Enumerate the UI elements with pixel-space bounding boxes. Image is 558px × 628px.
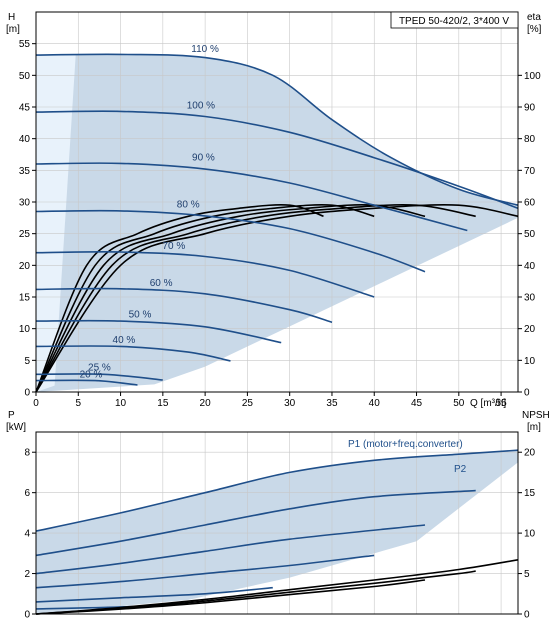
ytick-label: 2	[24, 569, 30, 580]
head-label-100: 100 %	[187, 101, 215, 112]
head-label-25: 25 %	[88, 363, 111, 374]
ytick-label: 10	[19, 324, 31, 335]
head-curve-90	[35, 162, 468, 232]
eta-curve-0	[35, 204, 519, 393]
xtick-label: 15	[157, 398, 169, 409]
xtick-label: 25	[242, 398, 254, 409]
power-npsh-panel: 0 2 4 6 8 0 5 10 15 20 P[kW] NPSH[m] P1 (motor+freq.…	[6, 410, 550, 621]
ytick-label: 0	[24, 388, 30, 399]
head-label-70: 70 %	[162, 241, 185, 252]
y2tick-label: 90	[524, 103, 536, 114]
ytick-label: 35	[19, 166, 31, 177]
ytick-label: 6	[24, 488, 30, 499]
y2tick-label: 15	[524, 488, 536, 499]
p1-curve-3	[35, 554, 375, 589]
head-curve-25	[35, 373, 163, 381]
ytick-label: 0	[24, 610, 30, 621]
xtick-label: 45	[411, 398, 423, 409]
head-label-90: 90 %	[192, 152, 215, 163]
xtick-label: 55	[496, 398, 508, 409]
ylabel-unit: [m]	[6, 24, 20, 35]
xtick-label: 35	[326, 398, 338, 409]
head-curve-50	[35, 319, 282, 344]
y2tick-label: 10	[524, 529, 536, 540]
title-box	[390, 11, 519, 29]
y2tick-label: 10	[524, 356, 536, 367]
p1-legend-label: P1 (motor+freq.converter)	[348, 439, 463, 450]
ytick-label: 4	[24, 529, 30, 540]
ylabel-unit: [kW]	[6, 422, 26, 433]
ytick-label: 40	[19, 134, 31, 145]
head-efficiency-panel: 110 %100 %90 %80 %70 %60 %50 %40 %25 %20…	[6, 11, 542, 409]
head-curve-20	[35, 379, 138, 386]
y2tick-label: 30	[524, 293, 536, 304]
eta-curve-3	[35, 204, 375, 393]
power-area	[36, 450, 518, 614]
y2tick-label: 20	[524, 448, 536, 459]
head-label-20: 20 %	[80, 370, 103, 381]
ytick-label: 20	[19, 261, 31, 272]
head-curve-60	[35, 287, 333, 324]
head-curve-110	[35, 53, 519, 206]
y2tick-label: 50	[524, 229, 536, 240]
chart-title: TPED 50-420/2, 3*400 V	[399, 16, 509, 27]
y2label-unit: [%]	[527, 24, 542, 35]
y2tick-label: 70	[524, 166, 536, 177]
y2label-unit: [m]	[527, 422, 541, 433]
y2tick-label: 5	[524, 569, 530, 580]
xtick-label: 10	[115, 398, 127, 409]
ytick-label: 45	[19, 103, 31, 114]
p2-legend-label: P2	[454, 464, 467, 475]
p1-curve-2	[35, 524, 426, 575]
y2label: NPSH	[522, 410, 550, 421]
y2tick-label: 40	[524, 261, 536, 272]
p1-curve-1	[35, 489, 476, 557]
head-label-40: 40 %	[113, 335, 136, 346]
frame-bottom	[35, 431, 519, 615]
y2tick-label: 60	[524, 198, 536, 209]
grid-top	[36, 12, 518, 392]
xtick-label: 20	[200, 398, 212, 409]
ylabel: P	[8, 410, 15, 421]
head-curve-100	[35, 110, 519, 210]
ytick-label: 25	[19, 229, 31, 240]
y2tick-label: 0	[524, 388, 530, 399]
xtick-label: 30	[284, 398, 296, 409]
eta-curve-2	[35, 204, 426, 393]
ytick-label: 30	[19, 198, 31, 209]
head-label-80: 80 %	[177, 199, 200, 210]
ytick-label: 8	[24, 448, 30, 459]
head-label-60: 60 %	[150, 278, 173, 289]
ytick-label: 55	[19, 39, 31, 50]
head-curve-80	[35, 209, 426, 273]
y2label: eta	[527, 12, 541, 23]
head-label-110: 110 %	[191, 44, 219, 55]
xtick-label: 0	[33, 398, 39, 409]
head-curve-70	[35, 251, 375, 298]
ytick-label: 5	[24, 356, 30, 367]
eta-curve-4	[35, 204, 324, 393]
y2tick-label: 100	[524, 71, 541, 82]
y2tick-label: 20	[524, 324, 536, 335]
head-curve-40	[35, 345, 231, 362]
eta-curve-1	[35, 204, 476, 393]
xlabel: Q [m³/h]	[470, 398, 506, 409]
xtick-label: 40	[369, 398, 381, 409]
npsh-curve-2	[35, 579, 426, 615]
p1-curve-4	[35, 586, 273, 603]
y2tick-label: 80	[524, 134, 536, 145]
p1-curve-0	[35, 449, 519, 532]
ytick-label: 50	[19, 71, 31, 82]
ytick-label: 15	[19, 293, 31, 304]
head-label-50: 50 %	[129, 310, 152, 321]
ylabel: H	[8, 12, 15, 23]
xtick-label: 5	[75, 398, 81, 409]
y2tick-label: 0	[524, 610, 530, 621]
xtick-label: 50	[453, 398, 465, 409]
